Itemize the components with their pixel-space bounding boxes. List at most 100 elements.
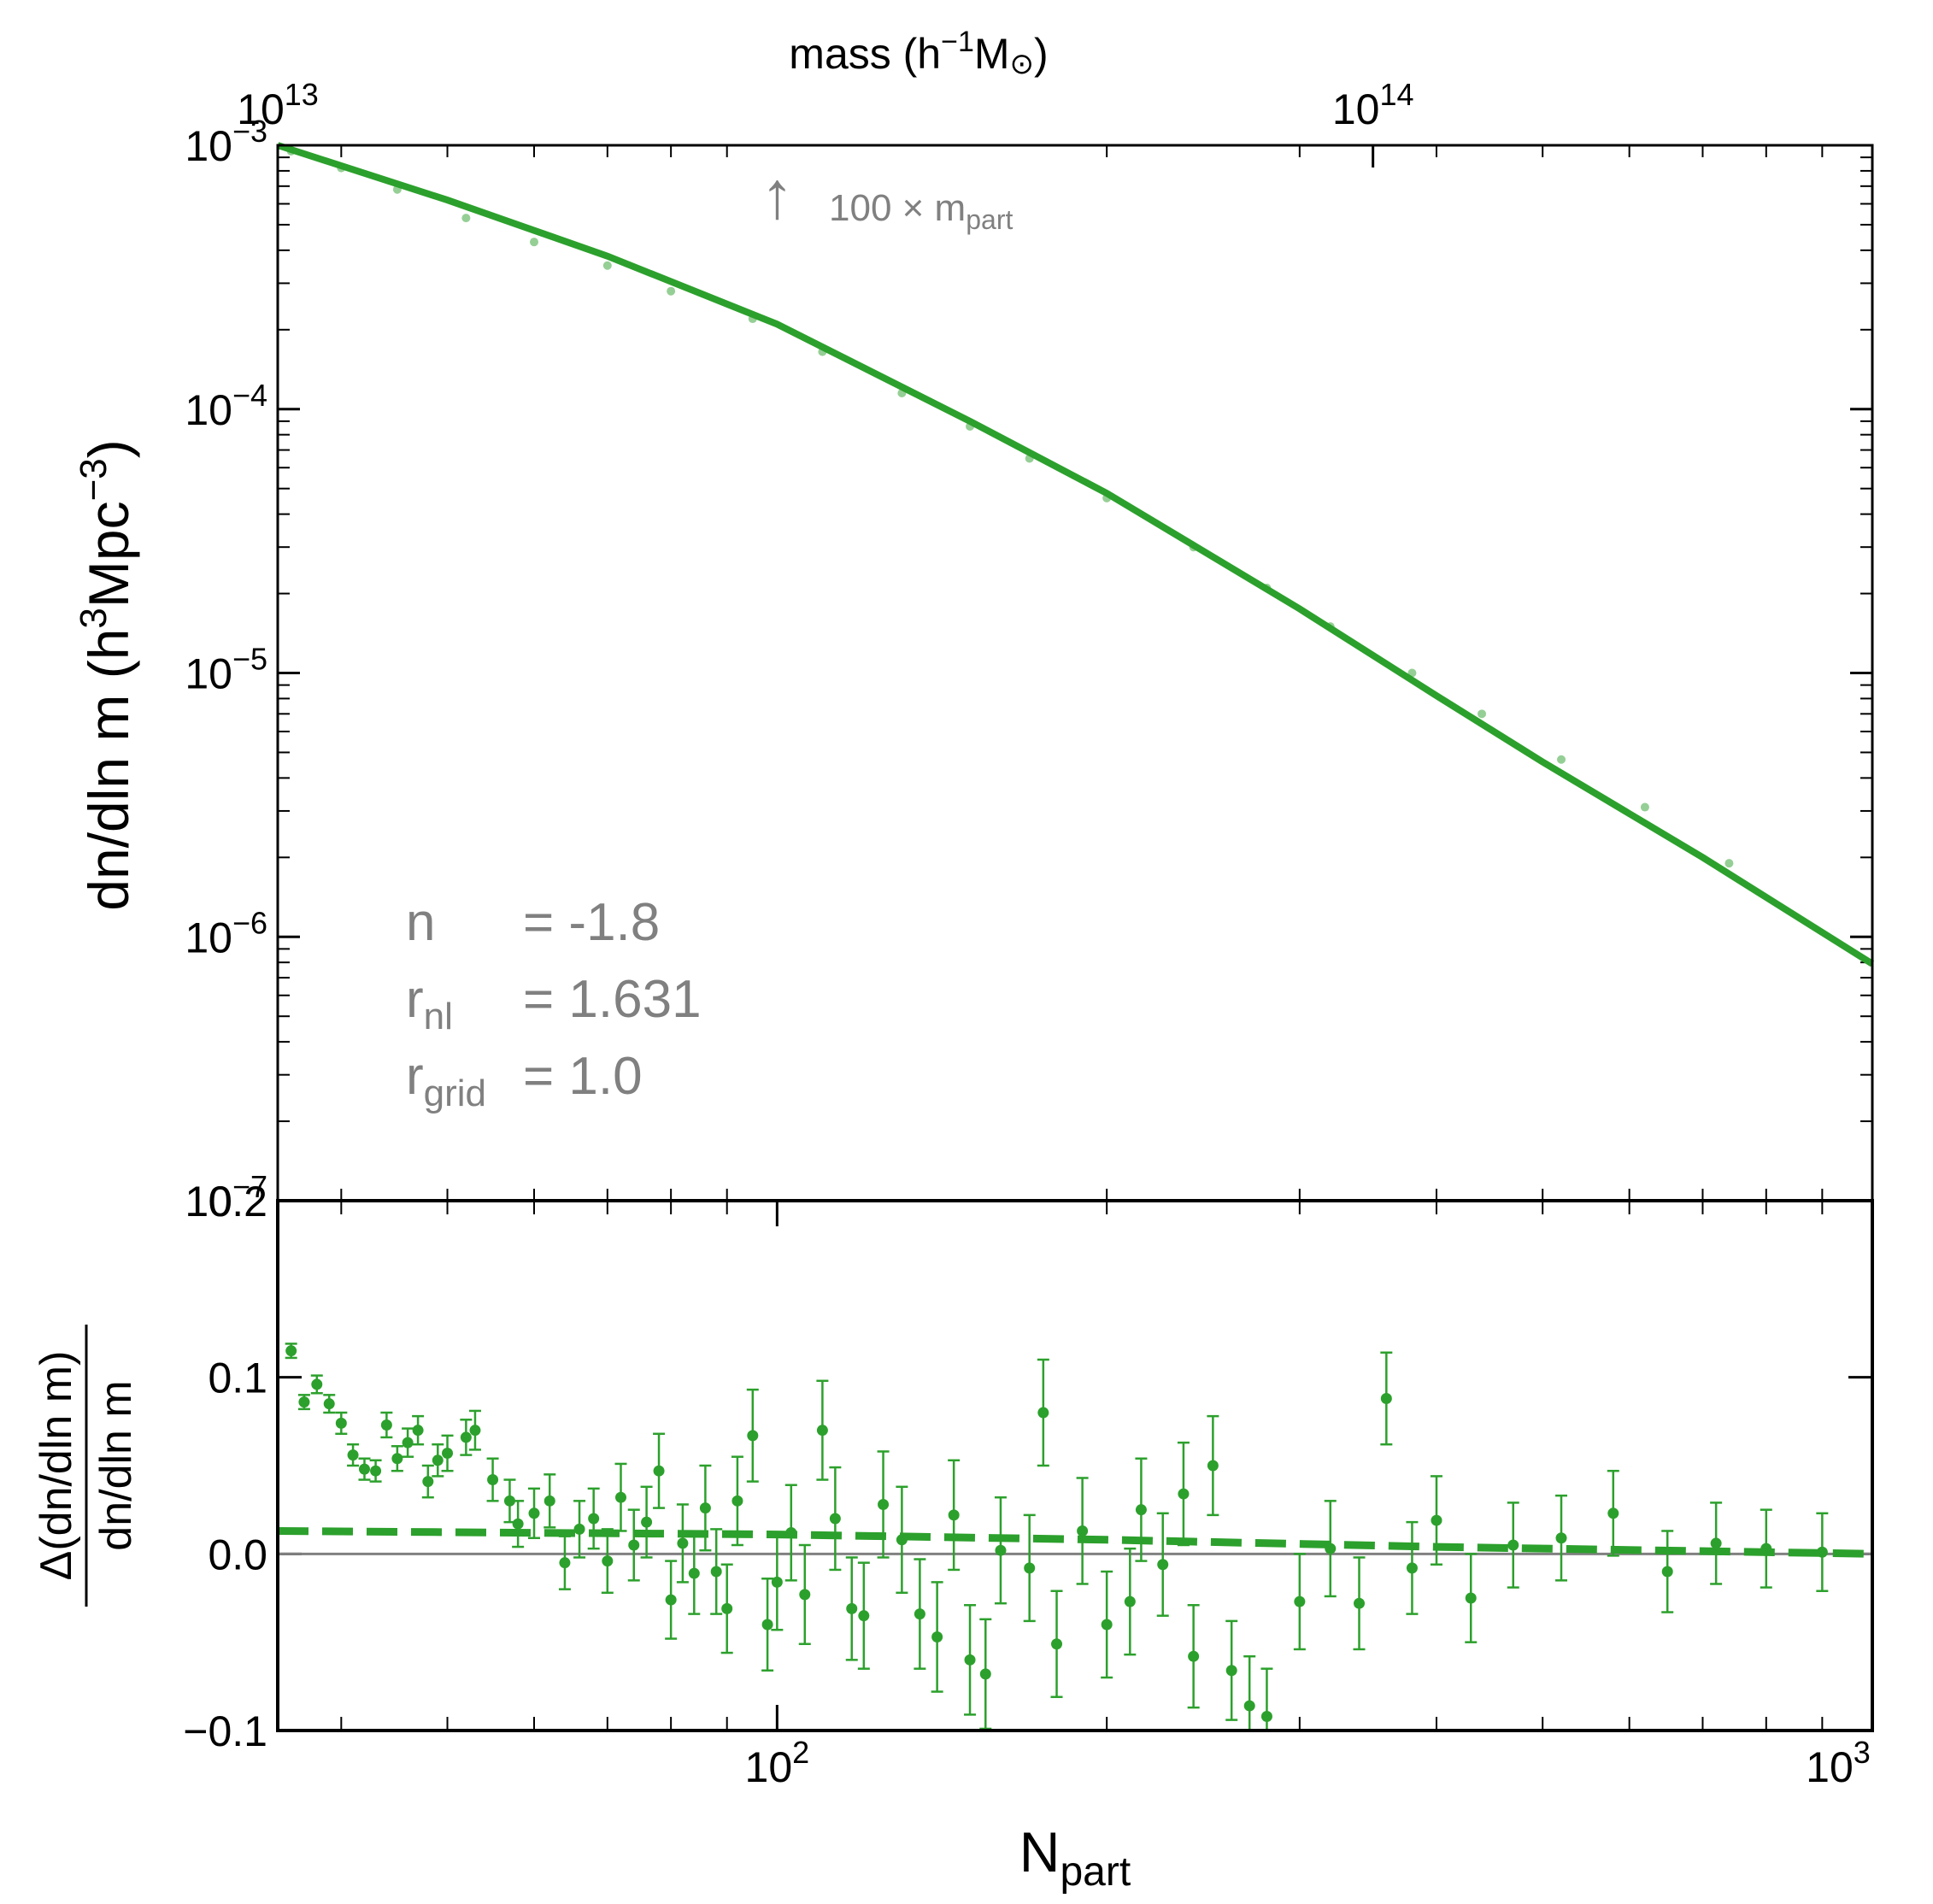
bottom-x-ticks: 102 103 bbox=[745, 1201, 1874, 1791]
residual-point bbox=[298, 1396, 310, 1408]
dashed-fit-line bbox=[277, 1527, 1873, 1558]
residual-point bbox=[1607, 1507, 1619, 1519]
theory-line bbox=[276, 142, 1875, 967]
residual-point bbox=[588, 1513, 600, 1525]
residual-point bbox=[412, 1425, 424, 1437]
residual-point bbox=[878, 1498, 890, 1510]
residual-point bbox=[1760, 1543, 1772, 1554]
residual-point bbox=[699, 1502, 711, 1514]
bottom-y-tick-label: −0.1 bbox=[183, 1707, 267, 1755]
residual-point bbox=[1243, 1700, 1255, 1712]
bottom-x-axis-label: Npart bbox=[1019, 1820, 1131, 1895]
residual-point bbox=[1051, 1638, 1063, 1650]
residual-point bbox=[1157, 1559, 1169, 1571]
residual-point bbox=[614, 1491, 626, 1503]
bottom-y-tick-label: 0.0 bbox=[208, 1531, 267, 1578]
top-y-axis-label: dn/dln m (h3Mpc−3) bbox=[73, 439, 140, 911]
simulation-series bbox=[286, 146, 1734, 868]
residual-label-numerator: Δ(dn/dln m) bbox=[32, 1351, 81, 1581]
residual-point bbox=[469, 1425, 481, 1437]
top-mass-tick-label: 1013 bbox=[237, 77, 319, 133]
residual-point bbox=[503, 1495, 515, 1507]
residual-point bbox=[979, 1668, 991, 1680]
residual-point bbox=[512, 1518, 524, 1530]
residual-point bbox=[628, 1539, 640, 1551]
residual-point bbox=[799, 1589, 811, 1601]
residual-point bbox=[323, 1398, 335, 1410]
top-y-ticks: 10−3 10−4 10−5 10−6 10−7 bbox=[185, 114, 1872, 1225]
param-n-value: = -1.8 bbox=[523, 893, 660, 952]
bottom-panel-frame bbox=[276, 1199, 1874, 1732]
simulation-point bbox=[1478, 709, 1487, 719]
residual-point bbox=[816, 1425, 828, 1437]
residual-point bbox=[846, 1602, 858, 1614]
residual-point bbox=[487, 1474, 499, 1486]
residual-point bbox=[1037, 1407, 1049, 1419]
bottom-y-tick-label: 0.1 bbox=[208, 1355, 267, 1402]
simulation-point bbox=[602, 261, 612, 270]
residual-point bbox=[573, 1523, 585, 1535]
residual-point bbox=[1178, 1488, 1190, 1500]
residual-point bbox=[1135, 1504, 1147, 1516]
top-y-tick-label: 10−5 bbox=[185, 642, 267, 698]
residual-point bbox=[1380, 1392, 1392, 1404]
residual-point bbox=[1710, 1537, 1722, 1549]
residual-point bbox=[347, 1449, 359, 1461]
residual-point bbox=[931, 1631, 943, 1642]
residual-point bbox=[688, 1567, 700, 1579]
up-arrow-icon: ↑ bbox=[761, 157, 794, 232]
bottom-y-axis-label: Δ(dn/dln m) dn/dln m bbox=[32, 1325, 141, 1607]
residual-point bbox=[948, 1509, 960, 1521]
residual-point bbox=[285, 1345, 297, 1357]
residual-point bbox=[665, 1594, 677, 1606]
residual-label-denominator: dn/dln m bbox=[91, 1380, 141, 1550]
param-rnl-label: rnl bbox=[406, 970, 453, 1037]
simulation-point bbox=[1724, 859, 1734, 868]
top-minor-ticks bbox=[278, 145, 1872, 1201]
residual-point bbox=[964, 1654, 976, 1666]
residual-point bbox=[1225, 1665, 1237, 1677]
residual-point bbox=[1207, 1460, 1219, 1472]
bottom-panel: 0.2 0.1 0.0 −0.1 bbox=[183, 1178, 1874, 1755]
residual-point bbox=[559, 1557, 571, 1569]
particle-limit-annotation: ↑ 100 × mpart bbox=[761, 157, 1014, 235]
residual-point bbox=[460, 1431, 472, 1443]
residual-point bbox=[1354, 1597, 1366, 1609]
residual-point bbox=[731, 1495, 743, 1507]
residual-point bbox=[771, 1576, 783, 1588]
residual-point bbox=[1124, 1595, 1136, 1607]
residual-point bbox=[1325, 1543, 1337, 1554]
residual-point bbox=[442, 1448, 454, 1460]
top-y-tick-label: 10−6 bbox=[185, 905, 267, 961]
residual-point bbox=[710, 1566, 722, 1578]
residual-point bbox=[391, 1453, 403, 1465]
residual-point bbox=[380, 1419, 392, 1431]
residual-point bbox=[785, 1527, 797, 1539]
residual-point bbox=[1555, 1532, 1567, 1544]
top-axis-ticks: 1013 1014 bbox=[237, 77, 1413, 167]
bottom-minor-ticks bbox=[340, 1201, 1824, 1731]
residual-point bbox=[543, 1495, 555, 1507]
residual-point bbox=[1507, 1539, 1519, 1551]
top-panel: 10−3 10−4 10−5 10−6 10−7 bbox=[185, 114, 1875, 1225]
top-mass-tick-label: 1014 bbox=[1332, 77, 1414, 133]
simulation-point bbox=[1557, 755, 1566, 764]
residual-point bbox=[422, 1476, 434, 1488]
top-panel-frame bbox=[276, 144, 1874, 1202]
annotation-text: 100 × mpart bbox=[829, 187, 1013, 235]
param-n-label: n bbox=[406, 893, 435, 952]
param-rgrid-label: rgrid bbox=[406, 1047, 486, 1114]
residual-point bbox=[858, 1610, 870, 1622]
residual-point bbox=[1661, 1566, 1673, 1578]
bottom-x-tick-label: 103 bbox=[1806, 1735, 1871, 1791]
residual-point bbox=[747, 1430, 759, 1442]
residual-point bbox=[358, 1463, 370, 1475]
residual-point bbox=[995, 1544, 1007, 1556]
simulation-point bbox=[667, 286, 676, 296]
residual-point bbox=[896, 1534, 908, 1546]
top-y-tick-label: 10−7 bbox=[185, 1169, 267, 1225]
residual-point bbox=[653, 1465, 665, 1477]
residual-point bbox=[761, 1619, 773, 1631]
param-rnl-value: = 1.631 bbox=[523, 970, 702, 1029]
